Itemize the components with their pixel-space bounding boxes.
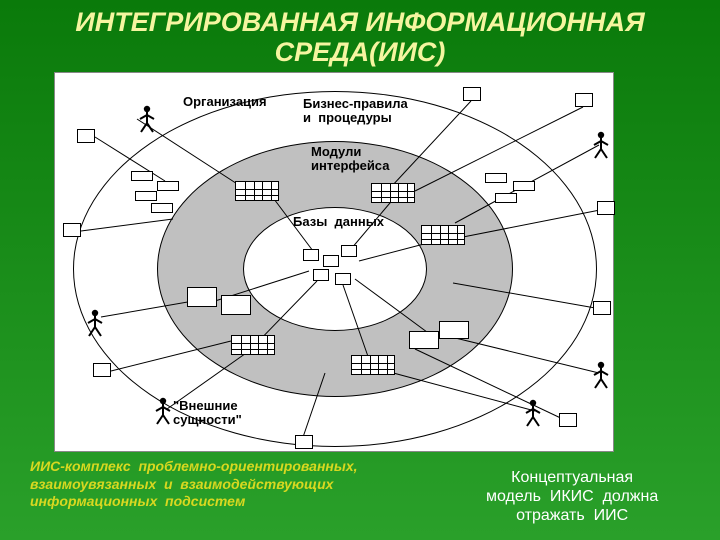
grid-module-0 [235,181,279,201]
diagram-label-2: Модули интерфейса [311,145,389,174]
actor-icon-3 [153,397,173,430]
outer-box-3 [463,87,481,101]
tiny-box-1 [157,181,179,191]
conceptual-caption: Концептуальная модель ИКИС должна отража… [486,468,658,526]
tiny-box-4 [485,173,507,183]
db-box-4 [335,273,351,285]
db-box-2 [341,245,357,257]
tiny-box-9 [409,331,439,349]
actor-icon-1 [591,131,611,164]
outer-box-5 [597,201,615,215]
actor-icon-4 [523,399,543,432]
outer-box-8 [295,435,313,449]
outer-box-2 [93,363,111,377]
outer-box-6 [593,301,611,315]
tiny-box-2 [135,191,157,201]
slide-title: ИНТЕГРИРОВАННАЯ ИНФОРМАЦИОННАЯ СРЕДА(ИИС… [0,0,720,67]
title-line1: ИНТЕГРИРОВАННАЯ ИНФОРМАЦИОННАЯ [0,8,720,38]
diagram-label-0: Организация [183,95,267,109]
tiny-box-3 [151,203,173,213]
diagram-label-3: Базы данных [293,215,384,229]
grid-module-2 [421,225,465,245]
tiny-box-0 [131,171,153,181]
title-line2: СРЕДА(ИИС) [0,38,720,68]
actor-icon-2 [85,309,105,342]
grid-module-3 [231,335,275,355]
outer-box-0 [77,129,95,143]
grid-module-4 [351,355,395,375]
tiny-box-8 [221,295,251,315]
tiny-box-10 [439,321,469,339]
db-box-1 [323,255,339,267]
outer-box-4 [575,93,593,107]
tiny-box-7 [187,287,217,307]
actor-icon-0 [137,105,157,138]
iis-diagram: Организация Бизнес-правила и процедуры Мод… [54,72,614,452]
outer-box-7 [559,413,577,427]
grid-module-1 [371,183,415,203]
db-box-0 [303,249,319,261]
db-box-3 [313,269,329,281]
outer-box-1 [63,223,81,237]
tiny-box-5 [513,181,535,191]
iis-definition: ИИС-комплекс проблемно-ориентированных, … [30,458,358,511]
diagram-label-4: "Внешние сущности" [173,399,242,428]
diagram-label-1: Бизнес-правила и процедуры [303,97,408,126]
actor-icon-5 [591,361,611,394]
tiny-box-6 [495,193,517,203]
